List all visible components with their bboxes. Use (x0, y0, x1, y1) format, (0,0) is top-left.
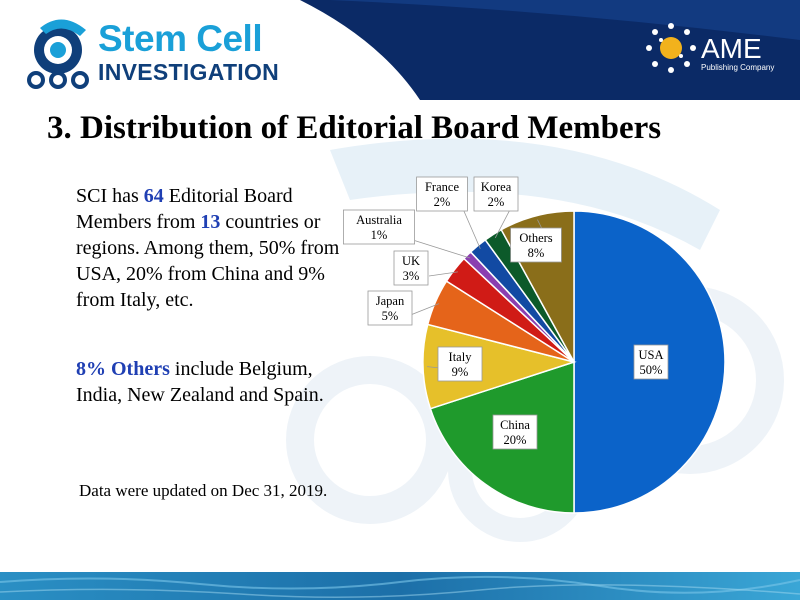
slide-header: Stem Cell INVESTIGATION AME Publishing C… (0, 0, 800, 100)
pie-slice-italy (422, 323, 577, 410)
update-note: Data were updated on Dec 31, 2019. (79, 481, 328, 500)
slide-title: 3. Distribution of Editorial Board Membe… (47, 110, 662, 146)
slice-percent: 3% (403, 269, 420, 283)
ame-dots-logo-icon (646, 23, 696, 73)
slice-percent: 5% (382, 309, 399, 323)
summary-text-middle: Editorial Board Members from (76, 185, 293, 233)
country-count: 13 (200, 211, 221, 233)
summary-text-end: countries or regions. Among them, 50% fr… (76, 211, 340, 311)
slice-percent: 20% (504, 433, 527, 447)
slice-percent: 1% (371, 228, 388, 242)
slice-name: France (425, 180, 459, 194)
slice-percent: 2% (434, 195, 451, 209)
footer-banner (0, 572, 800, 600)
header-background (27, 0, 800, 100)
slice-percent: 50% (640, 363, 663, 377)
slice-name: Korea (481, 180, 512, 194)
slice-name: China (500, 418, 530, 432)
others-text: include Belgium, India, New Zealand and … (76, 358, 324, 406)
slice-name: Australia (356, 213, 402, 227)
summary-paragraph: SCI has 64 Editorial Board Members from … (76, 183, 346, 313)
publisher-name: AME (701, 33, 762, 64)
leader-line-uk (428, 271, 458, 277)
slice-name: USA (638, 348, 663, 362)
slice-percent: 9% (452, 365, 469, 379)
stem-cell-gear-logo-icon (27, 19, 89, 89)
others-paragraph: 8% Others include Belgium, India, New Ze… (76, 356, 346, 408)
slice-percent: 8% (528, 246, 545, 260)
journal-name: Stem Cell (98, 18, 263, 59)
leader-line-japan (407, 303, 440, 317)
slice-percent: 2% (488, 195, 505, 209)
slice-name: Japan (376, 294, 405, 308)
summary-text-start: SCI has (76, 185, 144, 207)
slice-name: Italy (449, 350, 473, 364)
publisher-subtitle: Publishing Company (701, 63, 775, 72)
slice-label-uk: UK3% (393, 250, 429, 286)
others-highlight: 8% Others (76, 358, 170, 380)
slice-name: UK (402, 254, 420, 268)
member-count: 64 (143, 185, 164, 207)
slice-name: Others (519, 231, 552, 245)
journal-subtitle: INVESTIGATION (98, 59, 280, 85)
